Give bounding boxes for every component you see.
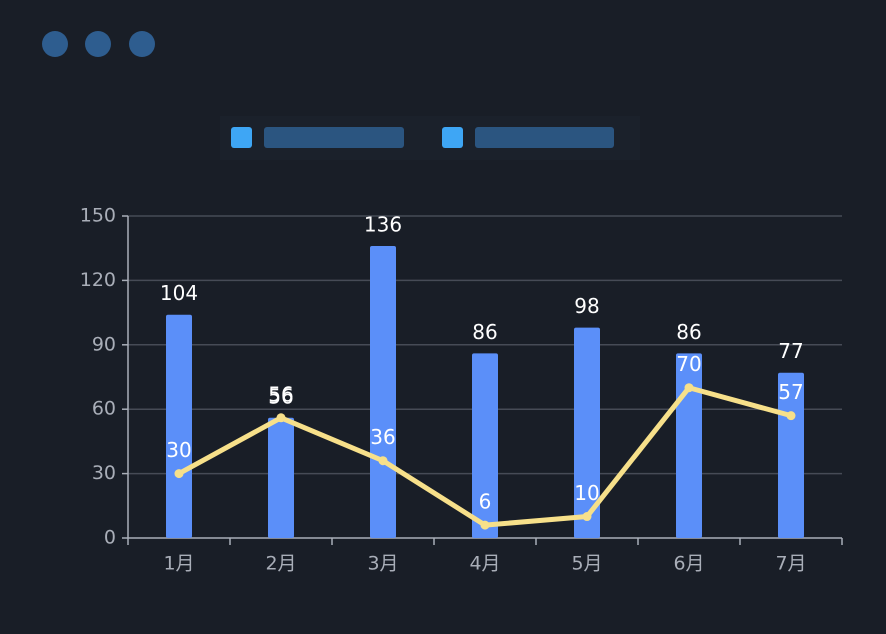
line-value-label: 70 <box>676 352 701 376</box>
window-dot <box>129 31 155 57</box>
bar <box>676 353 702 538</box>
bar <box>166 314 192 538</box>
line-point <box>786 411 796 421</box>
line-point <box>480 520 490 530</box>
bar <box>370 246 396 538</box>
x-tick-label: 5月 <box>571 553 602 575</box>
line-point <box>582 512 592 522</box>
y-tick-label: 150 <box>80 205 116 227</box>
bar-value-label: 77 <box>778 339 803 363</box>
line-point <box>174 469 184 479</box>
x-tick-label: 7月 <box>775 553 806 575</box>
bar-value-label: 98 <box>574 294 599 318</box>
x-tick-label: 3月 <box>367 553 398 575</box>
y-tick-label: 30 <box>92 462 116 484</box>
line-point <box>378 456 388 466</box>
y-tick-label: 120 <box>80 269 116 291</box>
line-value-label: 6 <box>479 490 492 514</box>
window-dot <box>42 31 68 57</box>
legend-placeholder <box>264 127 404 148</box>
line-value-label: 56 <box>268 382 293 406</box>
line-value-label: 30 <box>166 438 191 462</box>
line-value-label: 10 <box>574 481 599 505</box>
line-value-label: 57 <box>778 380 803 404</box>
bar-value-label: 104 <box>160 281 198 305</box>
window-dot <box>85 31 111 57</box>
bar <box>268 417 294 538</box>
y-tick-label: 0 <box>104 527 116 549</box>
bar-value-label: 86 <box>676 320 701 344</box>
legend-swatch[interactable] <box>231 127 252 148</box>
x-tick-label: 1月 <box>163 553 194 575</box>
bar-value-label: 56 <box>268 384 293 408</box>
line-value-label: 36 <box>370 425 395 449</box>
legend-swatch[interactable] <box>442 127 463 148</box>
y-tick-label: 60 <box>92 398 116 420</box>
x-tick-label: 4月 <box>469 553 500 575</box>
legend-placeholder <box>475 127 614 148</box>
bar-value-label: 86 <box>472 320 497 344</box>
bar <box>472 353 498 538</box>
x-tick-label: 2月 <box>265 553 296 575</box>
bar <box>574 327 600 538</box>
line-point <box>276 413 286 423</box>
bar-value-label: 136 <box>364 213 402 237</box>
y-tick-label: 90 <box>92 333 116 355</box>
x-tick-label: 6月 <box>673 553 704 575</box>
line-point <box>684 383 694 393</box>
